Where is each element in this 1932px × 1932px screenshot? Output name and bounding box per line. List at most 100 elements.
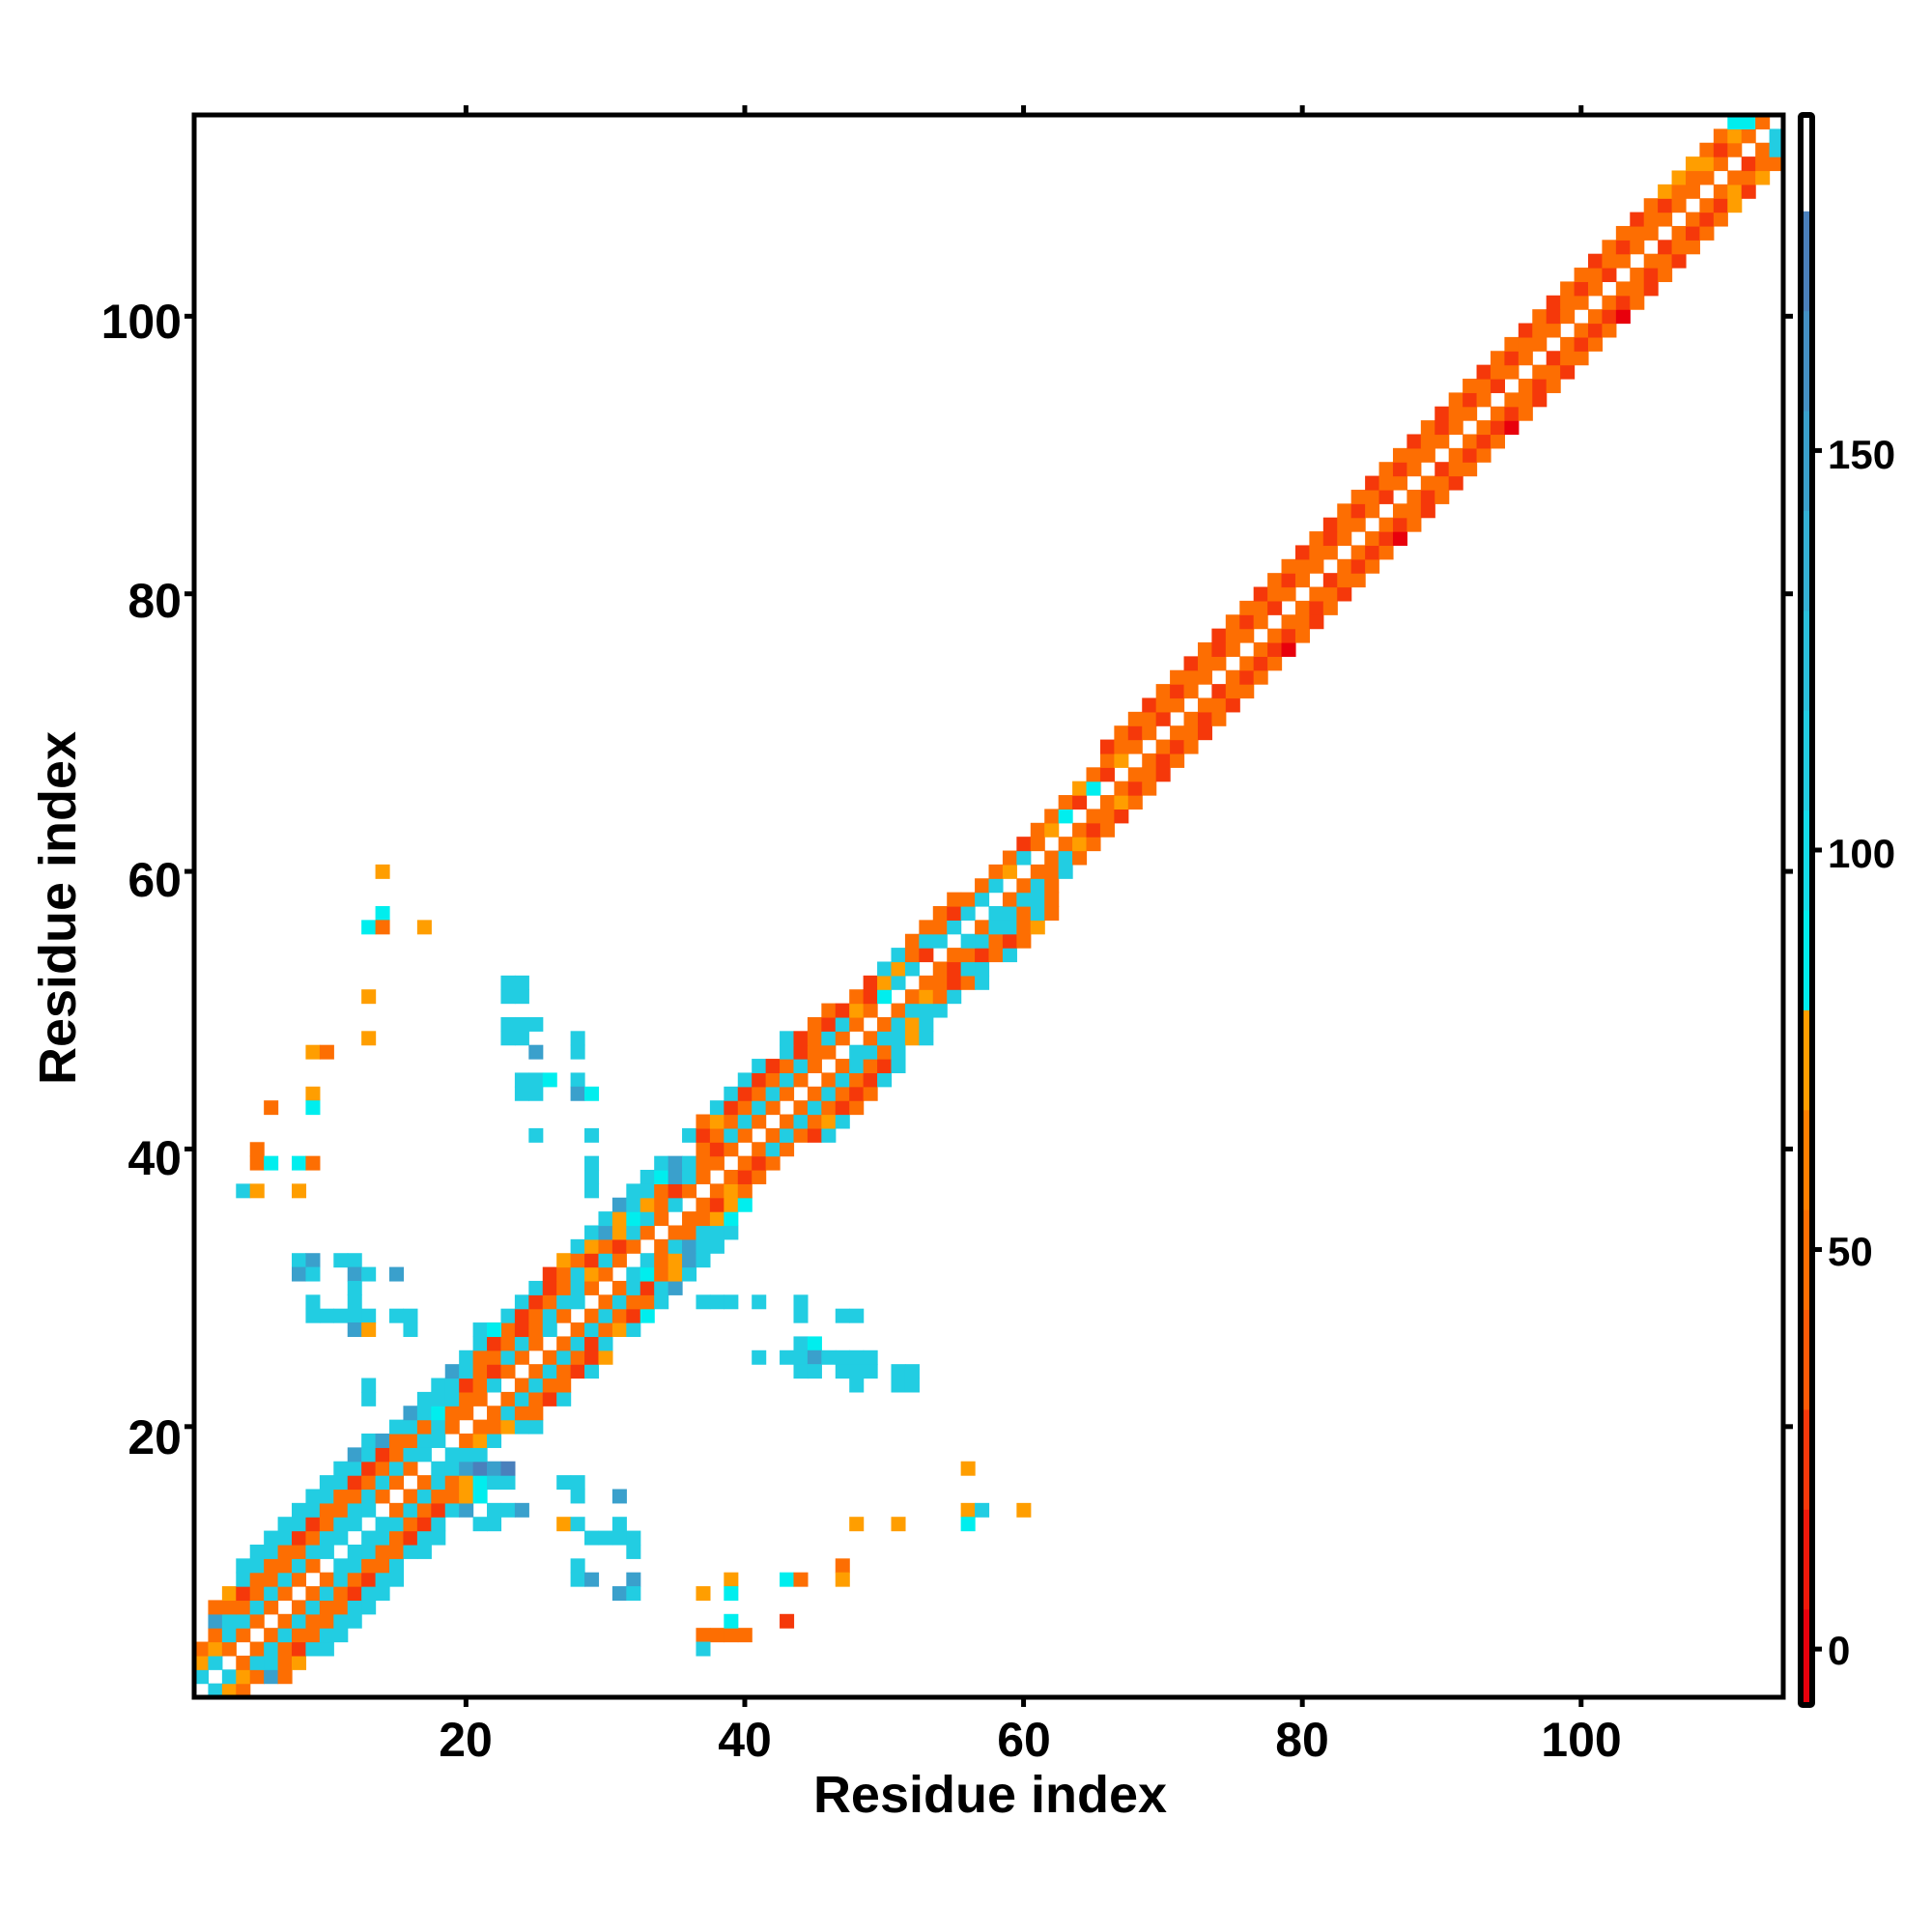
heatmap-cell [487, 1502, 502, 1518]
heatmap-cell [947, 892, 962, 907]
heatmap-cell [264, 1655, 279, 1670]
heatmap-cell [1671, 198, 1687, 213]
heatmap-cell [891, 1003, 906, 1018]
heatmap-cell [1225, 669, 1240, 685]
heatmap-cell [375, 864, 390, 879]
heatmap-cell [919, 989, 934, 1005]
heatmap-cell [1602, 268, 1617, 283]
heatmap-cell [444, 1475, 460, 1491]
heatmap-cell [835, 1031, 850, 1046]
heatmap-cell [1099, 795, 1115, 810]
heatmap-cell [863, 975, 878, 990]
heatmap-cell [459, 1461, 474, 1476]
heatmap-cell [375, 1586, 390, 1602]
heatmap-cell [389, 1434, 405, 1448]
heatmap-cell [305, 1517, 321, 1532]
heatmap-cell [765, 1059, 781, 1074]
heatmap-cell [807, 1031, 822, 1046]
heatmap-cell [347, 1517, 362, 1532]
heatmap-cell [416, 920, 432, 935]
heatmap-cell [752, 1059, 767, 1074]
heatmap-cell [556, 1350, 572, 1365]
heatmap-cell [570, 1072, 585, 1088]
heatmap-cell [626, 1544, 641, 1559]
heatmap-cell [1741, 115, 1756, 129]
heatmap-cell [1002, 864, 1017, 879]
heatmap-cell [1030, 920, 1045, 935]
heatmap-cell [416, 1406, 432, 1421]
heatmap-cell [347, 1280, 362, 1295]
heatmap-cell [682, 1170, 697, 1184]
heatmap-cell [1741, 170, 1756, 185]
heatmap-cell [752, 1114, 767, 1129]
heatmap-cell [431, 1530, 446, 1546]
heatmap-cell [584, 1086, 600, 1101]
heatmap-cell [611, 1586, 627, 1602]
heatmap-cell [1294, 628, 1310, 643]
heatmap-cell [780, 1044, 795, 1060]
heatmap-cell [1615, 225, 1631, 241]
heatmap-cell [542, 1378, 557, 1393]
heatmap-cell [500, 1391, 516, 1406]
heatmap-cell [807, 1364, 822, 1379]
heatmap-cell [556, 1364, 572, 1379]
heatmap-cell [319, 1517, 334, 1532]
x-tick-label: 40 [718, 1713, 772, 1767]
heatmap-cell [1671, 253, 1687, 269]
heatmap-cell [877, 1031, 893, 1046]
heatmap-cell [1448, 420, 1463, 436]
heatmap-cell [849, 1100, 865, 1116]
heatmap-cell [696, 1155, 711, 1171]
heatmap-cell [584, 1170, 600, 1184]
heatmap-cell [333, 1461, 349, 1476]
heatmap-cell [1615, 295, 1631, 310]
heatmap-cell [1518, 392, 1533, 408]
heatmap-cell [737, 1155, 753, 1171]
heatmap-cell [347, 1558, 362, 1574]
heatmap-cell [752, 1170, 767, 1184]
heatmap-cell [668, 1170, 683, 1184]
heatmap-cell [1267, 573, 1283, 588]
heatmap-cell [264, 1544, 279, 1559]
heatmap-cell [1420, 475, 1435, 491]
heatmap-cell [1420, 503, 1435, 519]
heatmap-cell [1741, 128, 1756, 144]
heatmap-cell [221, 1683, 237, 1698]
heatmap-cell [737, 1197, 753, 1212]
heatmap-cell [319, 1489, 334, 1504]
heatmap-cell [626, 1238, 641, 1254]
heatmap-cell [1058, 837, 1073, 852]
heatmap-cell [194, 1655, 210, 1670]
heatmap-cell [1239, 614, 1255, 630]
heatmap-cell [960, 906, 976, 921]
heatmap-cell [891, 961, 906, 977]
heatmap-cell [1560, 309, 1576, 325]
heatmap-cell [431, 1434, 446, 1448]
heatmap-cell [584, 1572, 600, 1587]
heatmap-cell [1044, 906, 1060, 921]
heatmap-cell [1281, 558, 1296, 574]
heatmap-cell [1016, 850, 1032, 866]
heatmap-cell [292, 1613, 307, 1629]
heatmap-cell [1518, 323, 1533, 338]
heatmap-cell [319, 1475, 334, 1491]
heatmap-cell [1643, 268, 1659, 283]
heatmap-cell [277, 1628, 293, 1643]
heatmap-cell [835, 1086, 850, 1101]
heatmap-cell [891, 1059, 906, 1074]
heatmap-cell [598, 1322, 613, 1338]
colorbar-frame [1798, 112, 1815, 1708]
heatmap-cell [556, 1378, 572, 1393]
heatmap-cell [389, 1544, 405, 1559]
heatmap-cell [361, 1434, 377, 1448]
heatmap-cell [1211, 628, 1227, 643]
heatmap-cell [696, 1225, 711, 1240]
heatmap-cell [1350, 503, 1366, 519]
heatmap-cell [1602, 295, 1617, 310]
heatmap-cell [1211, 684, 1227, 699]
heatmap-cell [264, 1669, 279, 1685]
heatmap-cell [793, 1059, 809, 1074]
heatmap-cell [389, 1461, 405, 1476]
heatmap-cell [361, 1600, 377, 1615]
